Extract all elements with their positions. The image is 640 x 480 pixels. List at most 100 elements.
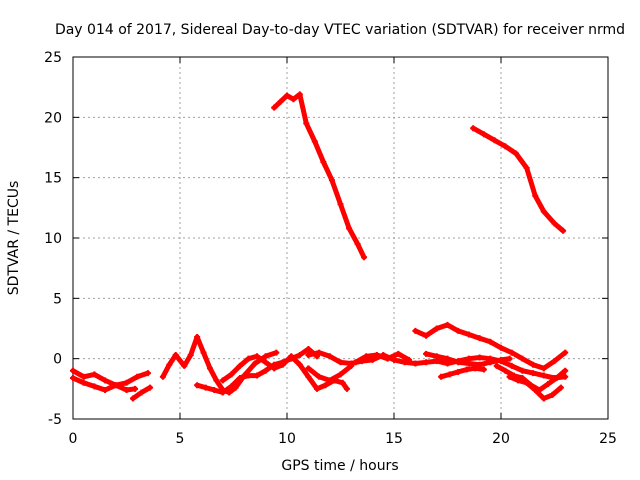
series-line <box>160 334 279 395</box>
data-point <box>262 367 269 374</box>
data-point <box>219 377 226 384</box>
series-line <box>470 125 566 234</box>
data-point <box>502 143 509 150</box>
series-track-12 <box>412 321 569 372</box>
data-point <box>487 359 494 366</box>
data-point <box>472 365 479 372</box>
data-point <box>361 254 368 261</box>
data-point <box>530 361 537 368</box>
data-point <box>560 227 567 234</box>
data-point <box>405 356 412 363</box>
data-point <box>506 373 513 380</box>
series-track-4 <box>70 374 139 394</box>
data-point <box>316 373 323 380</box>
x-tick-labels: 0 5 10 15 20 25 <box>69 431 617 447</box>
data-point <box>540 395 547 402</box>
data-point <box>412 327 419 334</box>
data-point <box>80 373 87 380</box>
data-point <box>455 327 462 334</box>
x-tick-label: 20 <box>492 431 510 447</box>
data-point <box>515 377 522 384</box>
x-tick-label: 0 <box>69 431 78 447</box>
data-point <box>134 373 141 380</box>
data-point <box>384 355 391 362</box>
data-point <box>316 349 323 356</box>
data-point <box>91 371 98 378</box>
data-point <box>187 352 194 359</box>
series-track-1 <box>271 91 368 261</box>
data-point <box>194 333 201 340</box>
data-point <box>296 352 303 359</box>
data-point <box>465 331 472 338</box>
data-point <box>311 138 318 145</box>
data-point <box>200 349 207 356</box>
data-point <box>540 365 547 372</box>
series-track-16 <box>506 373 564 402</box>
data-point <box>123 379 130 386</box>
data-point <box>523 379 530 386</box>
data-point <box>284 92 290 99</box>
data-point <box>326 353 333 360</box>
data-point <box>147 384 154 391</box>
series-layer <box>70 91 569 402</box>
data-point <box>348 360 355 367</box>
x-axis-label: GPS time / hours <box>281 458 398 474</box>
data-point <box>423 332 430 339</box>
data-point <box>502 367 509 374</box>
data-point <box>476 335 483 342</box>
data-point <box>557 384 564 391</box>
data-point <box>211 387 218 394</box>
data-point <box>506 355 513 362</box>
series-line <box>220 353 350 392</box>
x-tick-label: 15 <box>385 431 403 447</box>
y-tick-label: 0 <box>53 352 62 368</box>
data-point <box>545 381 552 388</box>
data-point <box>70 367 76 374</box>
data-point <box>337 201 344 208</box>
data-point <box>508 362 515 369</box>
data-point <box>491 137 498 144</box>
x-tick-label: 5 <box>176 431 185 447</box>
data-point <box>562 367 569 374</box>
data-point <box>438 373 445 380</box>
data-point <box>519 355 526 362</box>
series-track-3 <box>70 367 151 389</box>
data-point <box>112 382 119 389</box>
data-point <box>305 346 312 353</box>
data-point <box>433 353 440 360</box>
data-point <box>194 382 201 389</box>
data-point <box>412 360 419 367</box>
data-point <box>551 220 558 227</box>
data-point <box>512 150 519 157</box>
data-point <box>254 372 261 379</box>
data-point <box>277 98 284 105</box>
x-tick-label: 25 <box>599 431 617 447</box>
data-point <box>70 374 76 381</box>
data-point <box>290 96 297 103</box>
data-point <box>305 352 312 359</box>
data-point <box>508 349 515 356</box>
data-point <box>320 158 327 165</box>
data-point <box>433 325 440 332</box>
data-point <box>549 391 556 398</box>
data-point <box>144 370 151 377</box>
data-point <box>444 355 451 362</box>
data-point <box>493 362 500 369</box>
y-axis-label: SDTVAR / TECUs <box>6 181 22 296</box>
data-point <box>455 359 462 366</box>
data-point <box>465 360 472 367</box>
data-point <box>251 360 258 367</box>
data-point <box>166 361 173 368</box>
data-point <box>363 353 370 360</box>
series-line <box>438 365 487 380</box>
data-point <box>305 373 312 380</box>
data-point <box>551 358 558 365</box>
series-track-14 <box>438 365 487 380</box>
data-point <box>322 382 329 389</box>
data-point <box>219 389 226 396</box>
data-point <box>487 338 494 345</box>
data-point <box>423 350 430 357</box>
data-point <box>423 359 430 366</box>
data-point <box>444 321 451 328</box>
